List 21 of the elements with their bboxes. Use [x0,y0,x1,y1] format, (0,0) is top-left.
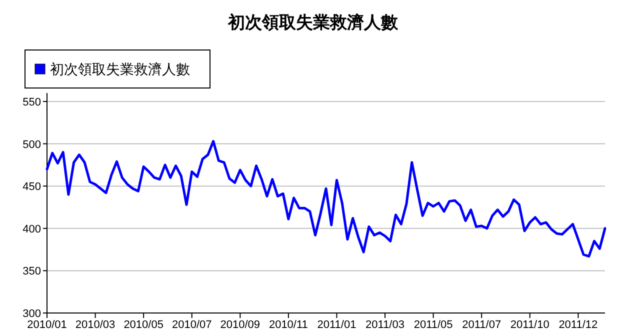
x-tick-label: 2011/03 [366,319,404,331]
chart-title: 初次領取失業救濟人數 [227,13,399,32]
x-tick-label: 2010/01 [27,319,67,331]
x-tick-label: 2010/07 [172,319,212,331]
legend: 初次領取失業救濟人數 [24,50,210,88]
x-tick-label: 2011/07 [462,319,502,331]
y-tick-label: 350 [22,266,41,278]
x-tick-label: 2011/05 [414,319,453,331]
x-tick-label: 2010/05 [124,319,164,331]
x-tick-label: 2011/01 [317,319,356,331]
x-tick-label: 2010/03 [75,319,116,331]
x-tick-label: 2010/09 [220,319,260,331]
y-tick-label: 550 [22,96,41,108]
y-tick-label: 450 [22,181,41,194]
y-tick-label: 300 [22,308,41,320]
y-tick-label: 500 [22,138,41,151]
y-tick-label: 400 [22,223,41,236]
x-tick-label: 2011/12 [558,319,598,331]
x-tick-label: 2010/11 [268,319,308,331]
legend-label: 初次領取失業救濟人數 [50,61,190,77]
x-tick-label: 2011/10 [510,319,550,331]
